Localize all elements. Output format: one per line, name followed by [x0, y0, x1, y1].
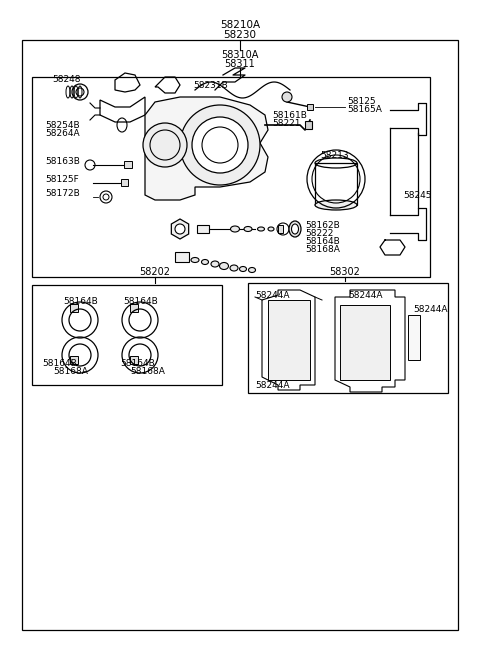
Bar — [70, 356, 78, 364]
Text: 58162B: 58162B — [305, 221, 340, 229]
Text: 58213: 58213 — [320, 151, 348, 160]
Ellipse shape — [191, 257, 199, 263]
Text: 58125: 58125 — [347, 98, 376, 107]
Text: 58221: 58221 — [272, 119, 300, 128]
Text: 58164B: 58164B — [123, 297, 158, 305]
Bar — [408, 315, 420, 360]
Text: 58168A: 58168A — [305, 246, 340, 255]
Ellipse shape — [240, 267, 247, 272]
Text: 58164B: 58164B — [63, 297, 98, 305]
Text: 58248: 58248 — [52, 75, 81, 84]
Circle shape — [143, 123, 187, 167]
Circle shape — [282, 92, 292, 102]
Text: 58244A: 58244A — [255, 381, 289, 390]
Ellipse shape — [230, 265, 238, 271]
Ellipse shape — [268, 227, 274, 231]
Text: 58230: 58230 — [224, 30, 256, 40]
Ellipse shape — [289, 221, 301, 237]
Text: 58264A: 58264A — [45, 128, 80, 138]
Text: 58165A: 58165A — [347, 105, 382, 115]
Bar — [124, 161, 132, 168]
Circle shape — [175, 224, 185, 234]
Ellipse shape — [230, 226, 240, 232]
Ellipse shape — [257, 227, 264, 231]
Text: 58222: 58222 — [305, 229, 334, 238]
Ellipse shape — [219, 263, 228, 269]
Circle shape — [180, 105, 260, 185]
Text: 58172B: 58172B — [45, 189, 80, 198]
Bar — [32, 285, 222, 385]
Text: 58163B: 58163B — [45, 157, 80, 166]
Bar — [130, 304, 138, 312]
Text: 58231B: 58231B — [193, 81, 228, 90]
Text: 58168A: 58168A — [53, 367, 88, 377]
Bar — [175, 252, 189, 262]
Bar — [70, 304, 78, 312]
Bar — [315, 163, 357, 205]
Bar — [305, 121, 312, 129]
Text: 58244A: 58244A — [255, 291, 289, 299]
Bar — [197, 225, 209, 233]
Circle shape — [103, 194, 109, 200]
Ellipse shape — [244, 227, 252, 231]
Polygon shape — [145, 97, 268, 200]
Text: 58164B: 58164B — [120, 360, 155, 369]
Text: 58254B: 58254B — [45, 121, 80, 130]
Bar — [268, 300, 310, 380]
Bar — [130, 356, 138, 364]
Text: 58302: 58302 — [330, 267, 360, 277]
Text: 58244A: 58244A — [348, 291, 383, 299]
Ellipse shape — [249, 267, 255, 272]
Bar — [32, 77, 430, 277]
Ellipse shape — [211, 261, 219, 267]
Text: 58202: 58202 — [140, 267, 170, 277]
Text: 58161B: 58161B — [272, 111, 307, 119]
Text: 58168A: 58168A — [130, 367, 165, 377]
Ellipse shape — [315, 200, 357, 210]
Text: 58311: 58311 — [225, 59, 255, 69]
Ellipse shape — [291, 224, 299, 234]
Ellipse shape — [202, 259, 208, 265]
Bar — [307, 104, 313, 110]
Circle shape — [192, 117, 248, 173]
Bar — [340, 305, 390, 380]
Text: 58164B: 58164B — [42, 360, 77, 369]
Text: 58244A: 58244A — [413, 305, 447, 314]
Text: 58245: 58245 — [403, 191, 432, 200]
Text: 58310A: 58310A — [221, 50, 259, 60]
Bar — [121, 179, 128, 186]
Text: 58164B: 58164B — [305, 238, 340, 246]
Text: 58125F: 58125F — [45, 176, 79, 185]
Bar — [278, 225, 283, 233]
Bar — [248, 283, 448, 393]
Text: 58210A: 58210A — [220, 20, 260, 30]
